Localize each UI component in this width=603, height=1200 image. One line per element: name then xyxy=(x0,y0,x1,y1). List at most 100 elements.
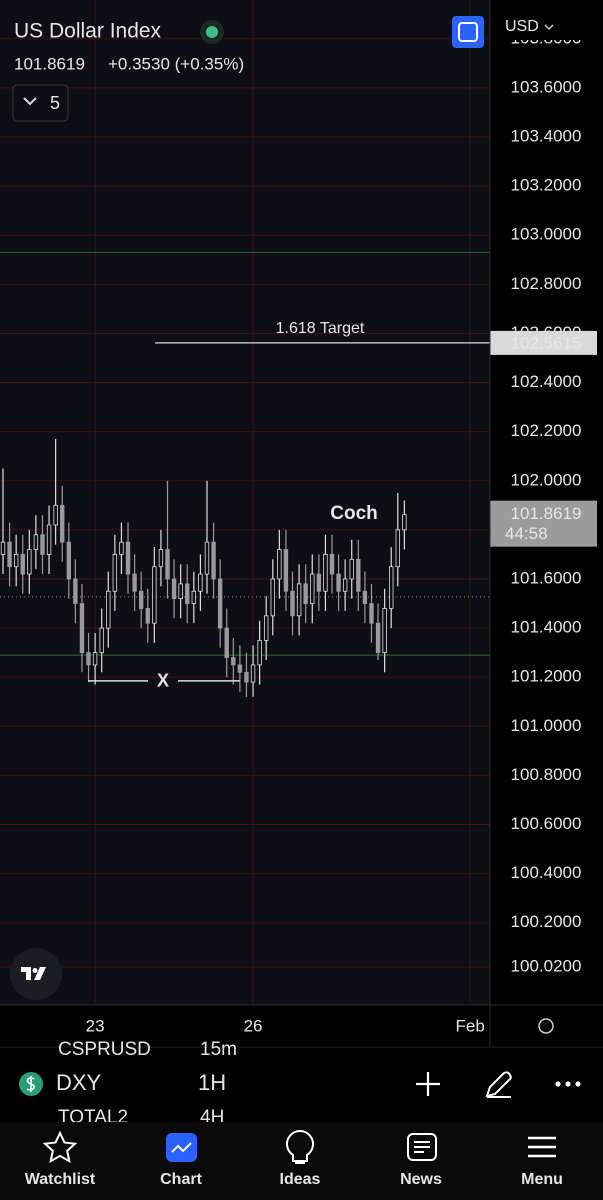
y-tick-label: 100.4000 xyxy=(511,863,582,882)
candle-body xyxy=(382,608,387,654)
candle-body xyxy=(20,554,25,575)
settings-button[interactable] xyxy=(538,1018,554,1034)
candle-body xyxy=(389,566,394,609)
candle-body xyxy=(119,541,124,555)
watchlist-icon[interactable] xyxy=(42,1130,78,1164)
candle-body xyxy=(125,541,131,575)
symbol-title: US Dollar Index xyxy=(14,20,162,43)
candle-body xyxy=(86,652,91,666)
candle-body xyxy=(375,622,381,654)
nav-label[interactable]: Watchlist xyxy=(25,1171,96,1188)
candle-body xyxy=(290,590,295,617)
change: +0.3530 (+0.35%) xyxy=(108,54,244,73)
x-tick-label: 26 xyxy=(244,1016,263,1035)
y-tick-label: 100.2000 xyxy=(511,912,582,931)
candle-body xyxy=(250,664,256,683)
candle-body xyxy=(53,504,58,526)
y-tick-label: 100.0200 xyxy=(511,956,582,975)
chevron-icon xyxy=(23,97,37,106)
fullscreen-button[interactable] xyxy=(452,16,484,48)
candle-body xyxy=(178,583,183,600)
dot xyxy=(555,1081,561,1087)
collapse-box xyxy=(12,84,69,122)
candle-body xyxy=(145,608,150,624)
nav-label[interactable]: News xyxy=(400,1171,442,1188)
annotation-label: X xyxy=(157,671,169,691)
candle-body xyxy=(283,549,289,592)
target-tag-label: 102.5615 xyxy=(511,333,582,352)
candle-body xyxy=(171,578,177,600)
nav-label[interactable]: Ideas xyxy=(280,1171,321,1188)
target-label: 1.618 Target xyxy=(276,320,365,337)
nav-label[interactable]: Menu xyxy=(521,1171,563,1188)
tv-logo[interactable] xyxy=(10,948,62,1000)
chart-icon[interactable] xyxy=(166,1133,197,1162)
candle-body xyxy=(323,554,328,592)
candle-body xyxy=(33,534,39,550)
ghost-symbol: CSPRUSD xyxy=(58,1039,151,1060)
price: 101.8619 xyxy=(14,54,85,73)
candle-body xyxy=(132,573,137,592)
current-price-label: 101.8619 xyxy=(511,504,582,523)
candle-body xyxy=(231,657,236,666)
nav-label[interactable]: Chart xyxy=(160,1171,202,1188)
symbol-button[interactable]: DXY xyxy=(19,1070,102,1096)
candle-body xyxy=(191,590,197,604)
y-tick-label: 101.0000 xyxy=(511,716,582,735)
y-tick-label: 102.2000 xyxy=(511,421,582,440)
candle-body xyxy=(336,573,341,592)
y-tick-label: 102.8000 xyxy=(511,274,582,293)
collapse-button[interactable]: 5 xyxy=(12,84,69,122)
nav-labels: Watchlist Chart Ideas News Menu xyxy=(25,1171,563,1188)
chart-pane xyxy=(0,0,490,1005)
currency: USD xyxy=(505,18,539,35)
candle-body xyxy=(60,504,65,543)
candle-body xyxy=(329,554,335,575)
chart-glyph xyxy=(171,1142,192,1153)
candle-body xyxy=(369,603,374,624)
dot xyxy=(565,1081,571,1087)
candle-body xyxy=(211,541,216,580)
y-tick-label: 102.4000 xyxy=(511,372,582,391)
draw-button[interactable] xyxy=(485,1071,512,1098)
candle-body xyxy=(244,671,249,683)
currency-button[interactable]: USD xyxy=(505,18,554,35)
dot xyxy=(575,1081,581,1087)
candle-body xyxy=(402,514,407,531)
candle-body xyxy=(342,578,348,592)
status-dot xyxy=(206,26,218,38)
more-button[interactable] xyxy=(555,1081,581,1087)
settings-icon xyxy=(538,1018,554,1034)
candle-body xyxy=(237,664,243,673)
candle-body xyxy=(27,549,32,575)
candle-body xyxy=(204,541,210,575)
candle-body xyxy=(46,524,52,555)
menu-icon[interactable] xyxy=(528,1136,556,1158)
candle-body xyxy=(303,583,308,604)
candle-body xyxy=(79,603,85,654)
logo-bg xyxy=(10,948,62,1000)
candle-body xyxy=(92,652,98,666)
currency-backdrop xyxy=(490,10,603,40)
candle-body xyxy=(73,578,78,604)
candle-body xyxy=(224,627,229,658)
toolbar-interval[interactable]: 1H xyxy=(198,1070,226,1095)
y-tick-label: 100.6000 xyxy=(511,814,582,833)
y-tick-label: 103.2000 xyxy=(511,176,582,195)
ideas-icon[interactable] xyxy=(286,1130,314,1164)
candle-body xyxy=(165,549,170,580)
news-icon[interactable] xyxy=(407,1133,437,1161)
candle-body xyxy=(66,541,71,580)
add-button[interactable] xyxy=(416,1072,440,1096)
y-tick-label: 101.6000 xyxy=(511,568,582,587)
candle-body xyxy=(138,590,144,609)
y-tick-label: 103.6000 xyxy=(511,77,582,96)
candle-body xyxy=(158,549,164,568)
candle-body xyxy=(316,573,322,592)
candle-body xyxy=(112,554,118,592)
candle-body xyxy=(362,590,368,604)
candle-body xyxy=(270,578,275,617)
x-tick-label: 23 xyxy=(86,1016,105,1035)
candle-body xyxy=(349,558,354,580)
countdown-label: 44:58 xyxy=(505,524,548,543)
